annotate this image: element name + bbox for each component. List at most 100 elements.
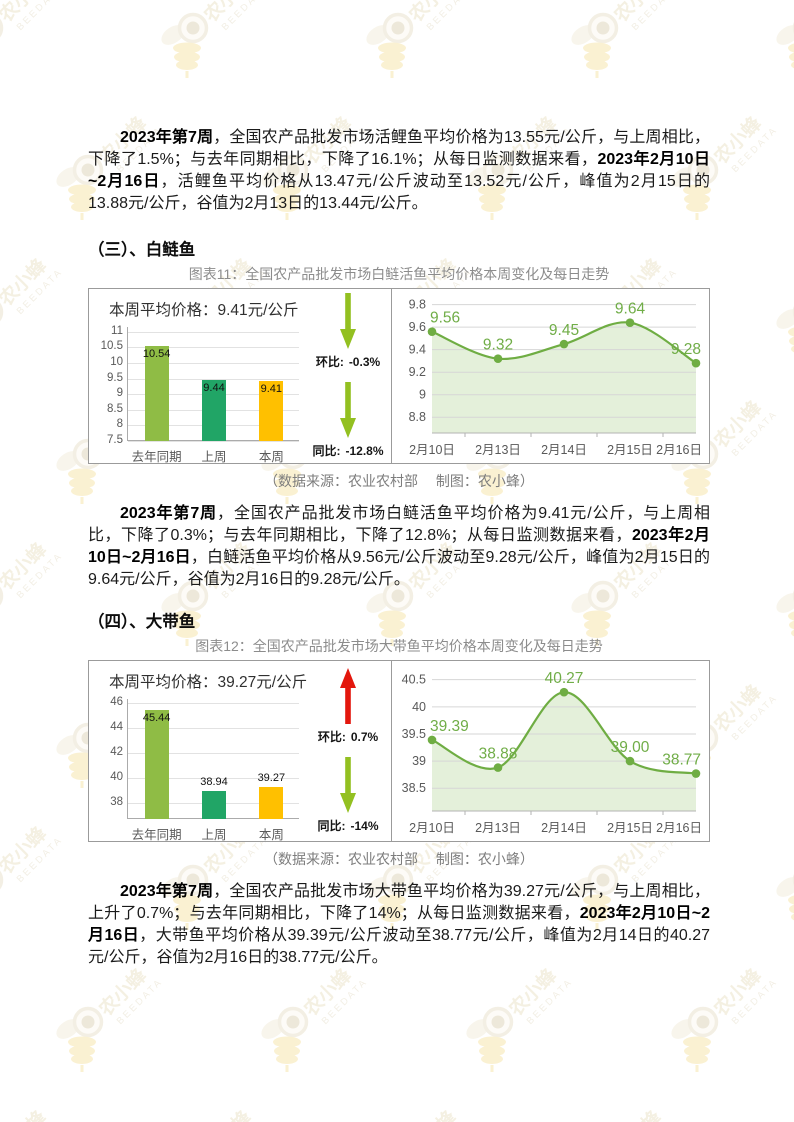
grid-line [128, 347, 299, 349]
data-point-label: 39.39 [430, 718, 469, 735]
paragraph-silver-carp: 2023年第7周，全国农产品批发市场白鲢活鱼平均价格为9.41元/公斤，与上周相… [88, 503, 710, 591]
bee-icon [161, 864, 209, 930]
figure12-title: 图表12：全国农产品批发市场大带鱼平均价格本周变化及每日走势 [195, 638, 603, 654]
x-tick-label: 2月15日 [607, 821, 653, 835]
comparison-label: 同比: -12.8% [312, 444, 384, 458]
x-tick-label: 2月10日 [409, 821, 455, 835]
bee-icon [261, 154, 309, 220]
bee-icon [571, 12, 619, 78]
grid-line [128, 777, 299, 779]
y-tick-label: 42 [110, 746, 123, 759]
bee-icon [0, 18, 4, 38]
grid-line [128, 703, 299, 705]
bold-week-ref: 2023年第7周 [120, 505, 218, 522]
grid-line [128, 378, 299, 380]
x-tick-label: 2月16日 [656, 821, 702, 835]
data-point-label: 40.27 [545, 670, 584, 687]
text-run: ，白鲢活鱼平均价格从9.56元/公斤波动至9.28元/公斤，峰值为2月15日的9… [88, 549, 710, 588]
bee-icon [571, 580, 619, 646]
figure11-title: 图表11：全国农产品批发市场白鲢活鱼平均价格本周变化及每日走势 [188, 266, 610, 282]
data-point [427, 735, 437, 745]
watermark-name: 农小蜂 [199, 1105, 257, 1122]
watermark-name: 农小蜂 [609, 1105, 667, 1122]
y-tick-label: 9.4 [409, 343, 426, 357]
mom-indicator: 环比: 0.7% [318, 668, 378, 745]
grid-line [128, 441, 299, 442]
yoy-indicator: 同比: -12.8% [312, 382, 384, 459]
y-tick-label: 7.5 [107, 434, 123, 446]
bar-value-label: 10.54 [142, 348, 171, 361]
grid-line [128, 331, 299, 333]
data-point [691, 769, 701, 778]
mom-indicator: 环比: -0.3% [316, 293, 380, 370]
bar-value-label: 9.44 [203, 382, 225, 395]
figure12-daily-panel: 40.5 40 39.5 39 38.5 39.39 38.88 40.27 39.00 38.7… [392, 661, 709, 841]
watermark-name: 农小蜂 [404, 1105, 462, 1122]
bee-icon [466, 154, 514, 220]
y-tick-label: 40 [412, 700, 426, 714]
data-point [427, 327, 437, 336]
comparison-label: 环比: 0.7% [317, 730, 379, 744]
data-point-label: 9.64 [615, 301, 646, 318]
bee-icon [571, 864, 619, 930]
y-tick-label: 40.5 [402, 673, 426, 687]
x-category-label: 去年同期 [131, 828, 182, 842]
text-run: ，活鲤鱼平均价格从13.47元/公斤波动至13.52元/公斤，峰值为2月15日的… [88, 173, 710, 212]
x-tick-label: 2月13日 [475, 443, 521, 457]
daily-trend-plot: 40.5 40 39.5 39 38.5 39.39 38.88 40.27 39.00 38.7… [402, 670, 702, 835]
data-point-label: 9.28 [671, 341, 701, 358]
x-tick-label: 2月15日 [607, 443, 653, 457]
figure12-bar-title: 本周平均价格：39.27元/公斤 [109, 674, 308, 691]
figure11-bar-title: 本周平均价格：9.41元/公斤 [109, 302, 299, 319]
y-tick-label: 11 [111, 324, 123, 337]
figure11-chart: 本周平均价格：9.41元/公斤 11 10.5 10 9.5 9 8.5 8 7.5 10.54… [88, 288, 710, 464]
x-category-label: 上周 [201, 450, 227, 464]
y-tick-label: 10 [110, 355, 123, 368]
grid-line [128, 728, 299, 730]
up-arrow-icon [339, 668, 356, 724]
bar-value-label: 45.44 [142, 712, 171, 725]
y-tick-label: 46 [110, 696, 123, 709]
bar [259, 787, 284, 819]
y-tick-label: 8.5 [107, 402, 123, 415]
bar [144, 346, 169, 441]
y-tick-label: 9 [419, 388, 426, 402]
data-point [691, 358, 701, 368]
bee-icon [671, 1006, 719, 1072]
bee-icon [366, 864, 414, 930]
data-point-label: 9.45 [549, 322, 579, 339]
data-point [493, 763, 503, 772]
y-tick-label: 39 [412, 754, 426, 768]
y-tick-label: 44 [110, 721, 123, 734]
section-heading-silver-carp: （三）、白鲢鱼 [88, 241, 196, 259]
bar-plot-area: 46 44 42 40 38 45.44 去年同期 38.94 上周 39.27 本周 [110, 696, 299, 842]
y-tick-label: 9.2 [409, 365, 426, 379]
paragraph-hairtail: 2023年第7周，全国农产品批发市场大带鱼平均价格为39.27元/公斤，与上周相… [88, 881, 710, 969]
figure11-line-chart: 9.8 9.6 9.4 9.2 9 8.8 9.56 9.32 9.45 9.64 9.28 2月10… [392, 289, 709, 463]
bee-icon [671, 154, 719, 220]
comparison-label: 环比: -0.3% [315, 355, 381, 369]
bold-date-range: 2023年2月10日~2月16日 [88, 151, 710, 190]
figure12-weekly-panel: 本周平均价格：39.27元/公斤 46 44 42 40 38 45.44 去年同期 38.9… [89, 661, 392, 842]
y-tick-label: 9 [116, 387, 123, 400]
y-tick-label: 8.8 [409, 410, 426, 424]
x-tick-label: 2月14日 [541, 821, 587, 835]
x-category-label: 本周 [258, 828, 284, 842]
data-point-label: 9.32 [483, 337, 513, 354]
y-tick-label: 38.5 [402, 781, 426, 795]
bold-date-range: 2023年2月10日~2月16日 [88, 527, 710, 566]
yoy-indicator: 同比: -14% [317, 757, 379, 834]
bee-icon [161, 12, 209, 78]
